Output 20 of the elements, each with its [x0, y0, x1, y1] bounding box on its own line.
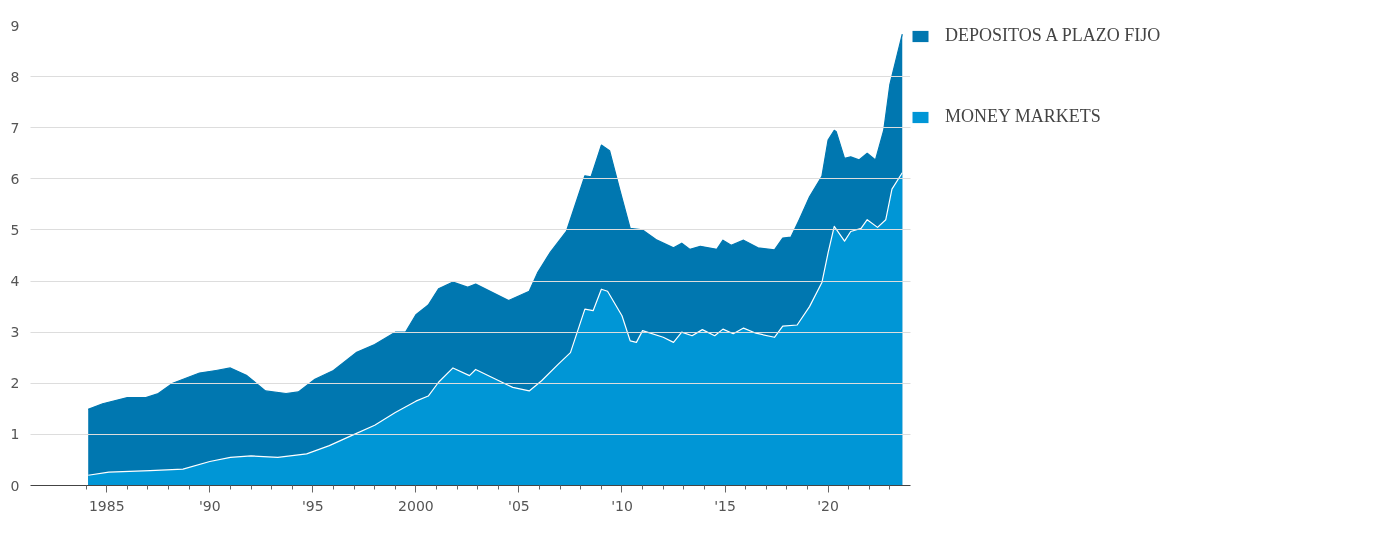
y-tick-label: 1	[10, 426, 20, 443]
y-tick-label: 6	[10, 170, 20, 187]
y-tick-label: 0	[10, 477, 20, 494]
y-tick-label: 4	[10, 273, 20, 290]
legend-label: DEPOSITOS A PLAZO FIJO	[945, 25, 1161, 46]
x-tick-label: '20	[817, 497, 839, 514]
y-tick-label: 2	[10, 375, 20, 392]
x-tick-label: '90	[198, 497, 221, 514]
y-tick-label: 7	[10, 119, 20, 136]
x-tick-label: '10	[611, 497, 633, 514]
y-tick-label: 5	[10, 221, 20, 238]
x-tick-label: 2000	[398, 497, 434, 514]
y-tick-label: 3	[10, 324, 20, 341]
x-tick-label: '95	[302, 497, 324, 514]
y-tick-label: 8	[10, 68, 20, 85]
x-tick-label: 1985	[88, 497, 125, 514]
legend-label: MONEY MARKETS	[945, 106, 1101, 127]
x-tick-label: '15	[714, 497, 736, 514]
x-tick-label: '05	[508, 497, 530, 514]
y-tick-label: 9	[10, 17, 20, 34]
